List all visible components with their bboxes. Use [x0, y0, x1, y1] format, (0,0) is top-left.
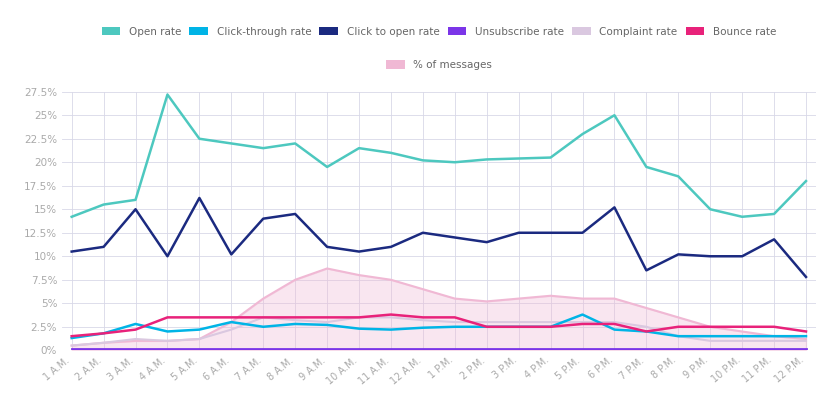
Legend: % of messages: % of messages	[383, 58, 494, 72]
